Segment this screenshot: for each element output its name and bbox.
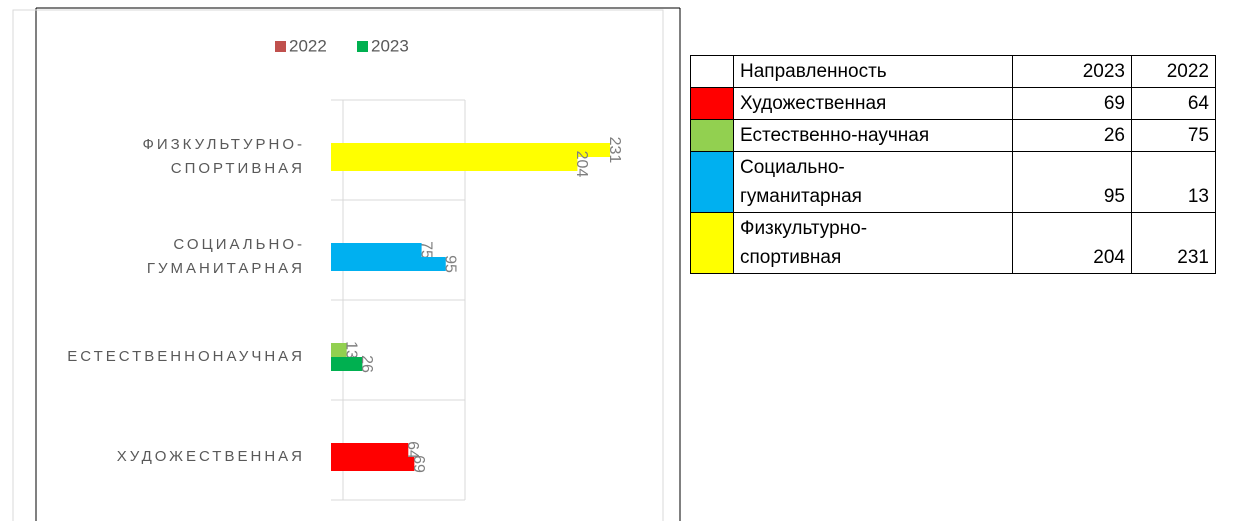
header-cell: Направленность — [733, 55, 1013, 88]
swatch-cell — [690, 55, 734, 88]
legend-swatch — [357, 41, 368, 52]
table-cell: Физкультурно-спортивная — [733, 212, 1013, 274]
chart-border — [12, 9, 664, 521]
category-label-line: ГУМАНИТАРНАЯ — [147, 260, 305, 277]
legend-swatch — [275, 41, 286, 52]
color-swatch — [690, 87, 734, 120]
category-label-line: СПОРТИВНАЯ — [171, 160, 305, 177]
data-label: 64 — [404, 441, 421, 459]
legend-label: 2022 — [289, 36, 327, 55]
table-cell: 26 — [1012, 119, 1132, 152]
data-label: 69 — [410, 455, 427, 473]
table-cell: 64 — [1131, 87, 1216, 120]
table-cell: Естественно-научная — [733, 119, 1013, 152]
bar — [331, 357, 363, 371]
table-cell: 95 — [1012, 151, 1132, 213]
bar — [331, 443, 409, 457]
data-label: 13 — [342, 341, 359, 359]
bar — [331, 257, 446, 271]
bar — [331, 143, 611, 157]
table-cell: Художественная — [733, 87, 1013, 120]
data-label: 75 — [417, 241, 434, 259]
color-swatch — [690, 151, 734, 213]
data-label: 231 — [606, 137, 623, 164]
table-row: Художественная 69 64 — [690, 87, 1216, 120]
category-label-line: СОЦИАЛЬНО- — [173, 236, 305, 253]
color-swatch — [690, 119, 734, 152]
category-label: ФИЗКУЛЬТУРНО- СПОРТИВНАЯ — [142, 136, 305, 177]
table-cell: 75 — [1131, 119, 1216, 152]
bar — [331, 457, 415, 471]
category-label: ЕСТЕСТВЕННОНАУЧНАЯ — [67, 348, 305, 365]
category-label: ХУДОЖЕСТВЕННАЯ — [117, 448, 305, 465]
table-row: Физкультурно-спортивная 204 231 — [690, 212, 1216, 274]
table-row: Социально-гуманитарная 95 13 — [690, 151, 1216, 213]
category-label-line: ФИЗКУЛЬТУРНО- — [142, 136, 305, 153]
category-label: СОЦИАЛЬНО- ГУМАНИТАРНАЯ — [147, 236, 305, 277]
data-label: 204 — [573, 151, 590, 178]
legend-label: 2023 — [371, 36, 409, 55]
bar — [331, 343, 347, 357]
table-cell: Социально-гуманитарная — [733, 151, 1013, 213]
table-cell: 231 — [1131, 212, 1216, 274]
table-cell: 69 — [1012, 87, 1132, 120]
table-row: Естественно-научная 26 75 — [690, 119, 1216, 152]
bar — [331, 243, 422, 257]
table-cell: 13 — [1131, 151, 1216, 213]
data-label: 95 — [442, 255, 459, 273]
data-label: 26 — [358, 355, 375, 373]
header-cell: 2023 — [1012, 55, 1132, 88]
color-swatch — [690, 212, 734, 274]
bar — [331, 157, 578, 171]
data-table: Направленность 2023 2022 Художественная 69 64… — [690, 55, 1216, 274]
header-cell: 2022 — [1131, 55, 1216, 88]
header-row: Направленность 2023 2022 — [690, 55, 1216, 88]
table-cell: 204 — [1012, 212, 1132, 274]
